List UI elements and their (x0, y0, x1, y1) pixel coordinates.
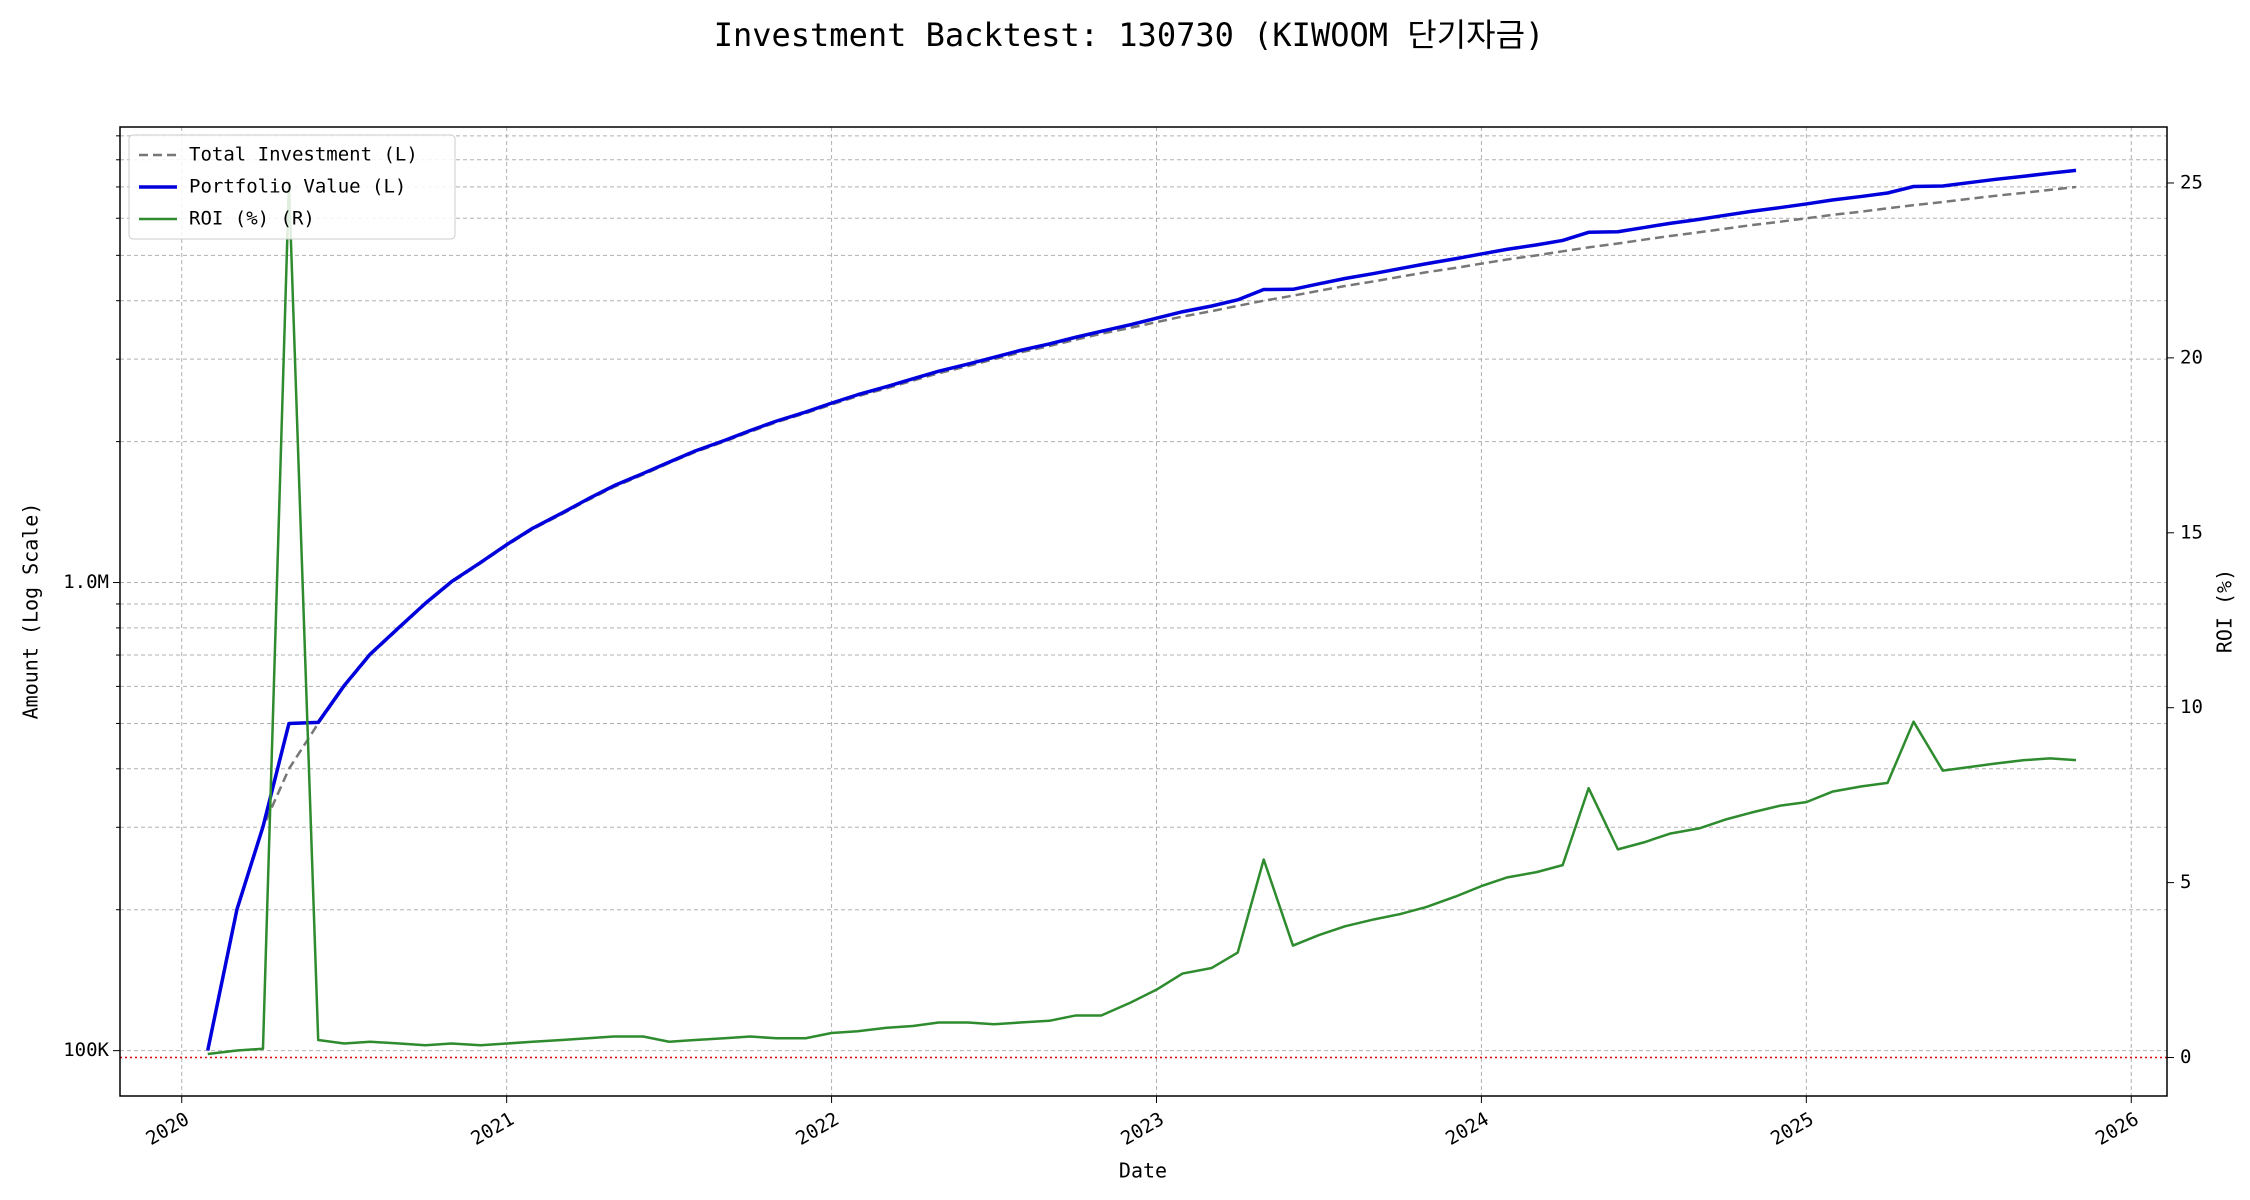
y2-tick-label: 20 (2180, 346, 2203, 368)
x-tick-label: 2023 (1117, 1108, 1168, 1150)
x-tick-label: 2024 (1442, 1108, 1493, 1150)
x-tick-label: 2021 (467, 1108, 518, 1150)
x-tick-label: 2022 (792, 1108, 843, 1150)
legend-label: ROI (%) (R) (189, 208, 315, 230)
y2-axis-label: ROI (%) (2213, 569, 2237, 653)
legend-label: Total Investment (L) (189, 144, 418, 166)
y2-tick-label: 10 (2180, 696, 2203, 718)
data-line (206, 185, 2077, 1051)
y-tick-label: 1.0M (63, 571, 109, 593)
x-tick-label: 2025 (1767, 1108, 1818, 1150)
data-line (206, 168, 2077, 1051)
y-tick-label: 100K (63, 1039, 109, 1061)
y2-tick-label: 0 (2180, 1046, 2191, 1068)
y2-tick-label: 15 (2180, 521, 2203, 543)
y2-tick-label: 5 (2180, 871, 2191, 893)
plot-frame (119, 126, 2168, 1097)
x-tick-label: 2026 (2092, 1108, 2143, 1150)
x-tick-label: 2020 (142, 1108, 193, 1150)
y2-tick-label: 25 (2180, 171, 2203, 193)
x-axis-label: Date (1119, 1159, 1167, 1183)
legend-label: Portfolio Value (L) (189, 176, 406, 198)
data-line (207, 181, 2077, 1056)
y-axis-label: Amount (Log Scale) (19, 503, 43, 720)
legend-box (128, 134, 456, 240)
chart-title: Investment Backtest: 130730 (KIWOOM 단기자금… (714, 16, 1545, 54)
